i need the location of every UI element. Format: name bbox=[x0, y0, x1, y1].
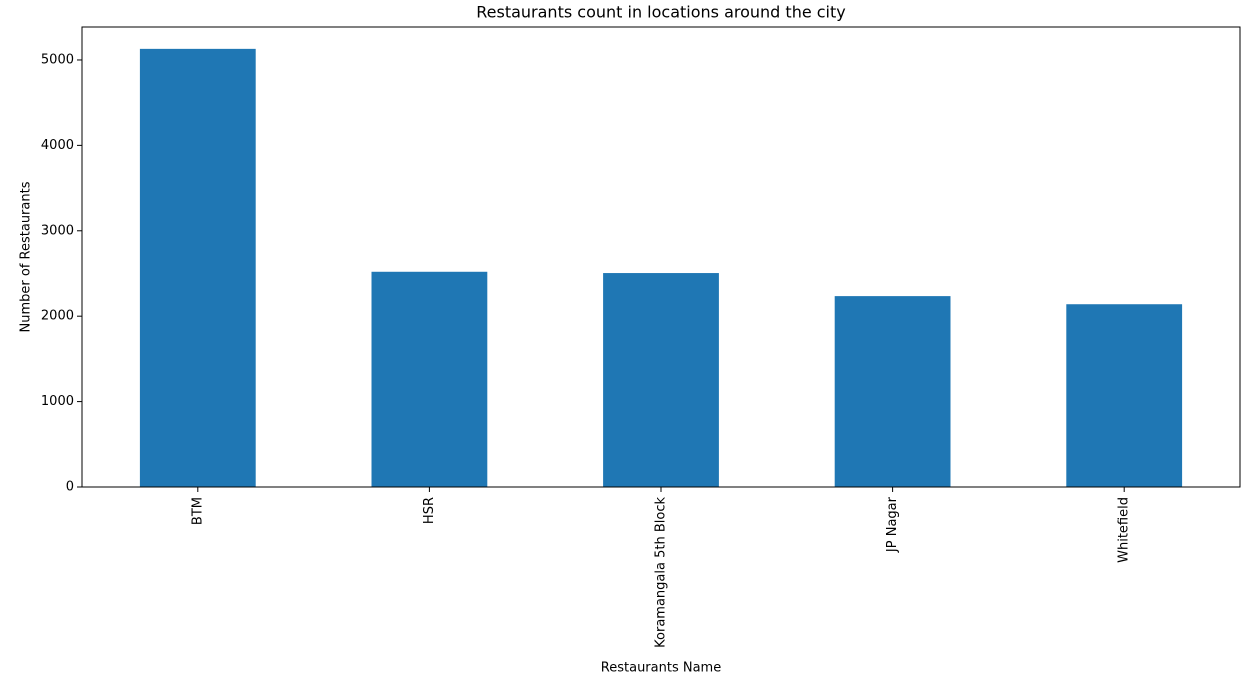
y-tick-label: 5000 bbox=[41, 52, 74, 67]
x-axis-label: Restaurants Name bbox=[601, 661, 721, 676]
bar bbox=[1066, 304, 1183, 487]
x-tick-label: HSR bbox=[422, 497, 437, 524]
x-tick-label: BTM bbox=[190, 497, 205, 525]
bar bbox=[139, 48, 256, 487]
x-tick-label: JP Nagar bbox=[885, 496, 900, 553]
y-tick-label: 1000 bbox=[41, 394, 74, 409]
bar bbox=[603, 273, 719, 487]
bar bbox=[371, 271, 488, 487]
y-axis-label: Number of Restaurants bbox=[19, 181, 34, 332]
bar bbox=[834, 296, 951, 487]
y-tick-label: 0 bbox=[66, 480, 74, 495]
x-tick-label: Koramangala 5th Block bbox=[654, 497, 669, 648]
x-tick-label: Whitefield bbox=[1117, 497, 1132, 563]
y-tick-label: 3000 bbox=[41, 223, 74, 238]
y-tick-label: 2000 bbox=[41, 309, 74, 324]
y-tick-label: 4000 bbox=[41, 138, 74, 153]
chart-title: Restaurants count in locations around th… bbox=[476, 3, 846, 22]
plot-frame bbox=[81, 26, 1241, 488]
